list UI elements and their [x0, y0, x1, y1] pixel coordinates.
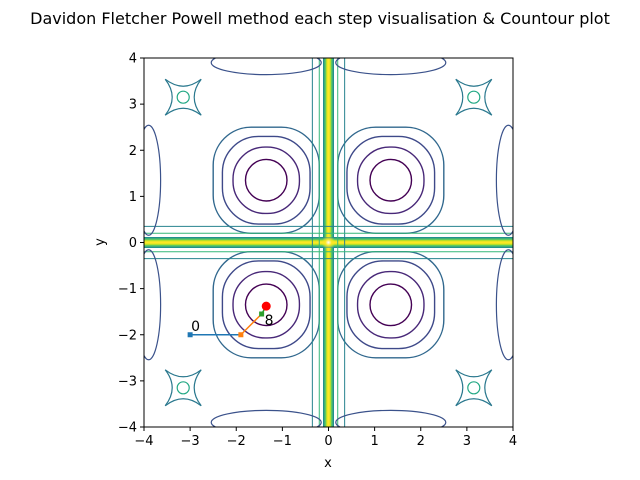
y-tick-label: −2 [118, 328, 137, 343]
x-tick-label: 0 [324, 434, 332, 449]
contour-line [164, 78, 202, 116]
contour-line [356, 146, 425, 215]
final-point [261, 301, 271, 311]
contour-line [164, 369, 202, 407]
contour-line [335, 409, 447, 427]
chart-title: Davidon Fletcher Powell method each step… [30, 9, 610, 28]
step-annotation-0: 0 [191, 319, 200, 335]
contour-line [244, 283, 288, 327]
contour-line [369, 158, 413, 202]
contour-line [346, 135, 436, 225]
y-tick-label: 2 [129, 144, 137, 159]
x-tick-label: 1 [370, 434, 378, 449]
contour-line [221, 135, 311, 225]
contour-line [144, 124, 162, 236]
contour-line [455, 369, 493, 407]
contour-line [467, 90, 481, 104]
contour-line [495, 249, 513, 361]
contour-line [455, 369, 493, 407]
x-axis-label: x [324, 456, 332, 471]
contour-line [244, 158, 288, 202]
contour-line [176, 381, 190, 395]
contour-line [455, 78, 493, 116]
y-tick-label: −4 [118, 421, 137, 436]
y-tick-label: −3 [118, 374, 137, 389]
contour-line [467, 381, 481, 395]
contour-line [232, 146, 301, 215]
contour-line [176, 90, 190, 104]
x-tick-label: 4 [509, 434, 517, 449]
axes: −4 −3 −2 −1 0 1 2 3 4 −4 −3 −2 −1 0 1 2 3 4 [118, 52, 517, 450]
contour-line [356, 270, 425, 339]
y-axis-label: y [93, 238, 108, 246]
x-tick-label: 3 [463, 434, 471, 449]
contour-line [221, 260, 311, 350]
path-point-0 [187, 332, 193, 338]
y-tick-label: −1 [118, 282, 137, 297]
path-point-1 [238, 332, 244, 338]
optimization-path [187, 301, 271, 338]
y-tick-label: 0 [129, 236, 137, 251]
y-tick-label: 1 [129, 190, 137, 205]
contour-line [232, 270, 301, 339]
y-tick-label: 3 [129, 98, 137, 113]
contour-line [455, 78, 493, 116]
path-segment-1 [240, 313, 263, 336]
contour-line [369, 283, 413, 327]
path-point-2 [259, 311, 265, 317]
contour-line [164, 369, 202, 407]
x-tick-label: 2 [417, 434, 425, 449]
contour-line [210, 58, 322, 76]
contour-layer [144, 58, 513, 427]
contour-line [164, 78, 202, 116]
x-tick-label: −1 [273, 434, 292, 449]
contour-line [346, 260, 436, 350]
contour-line [210, 409, 322, 427]
x-tick-label: −2 [227, 434, 246, 449]
x-tick-label: −4 [134, 434, 153, 449]
step-annotation-1: 8 [265, 313, 274, 329]
contour-line [495, 124, 513, 236]
x-tick-label: −3 [181, 434, 200, 449]
contour-line [144, 249, 162, 361]
contour-line [335, 58, 447, 76]
origin-glow [321, 235, 336, 250]
y-tick-label: 4 [129, 52, 137, 67]
